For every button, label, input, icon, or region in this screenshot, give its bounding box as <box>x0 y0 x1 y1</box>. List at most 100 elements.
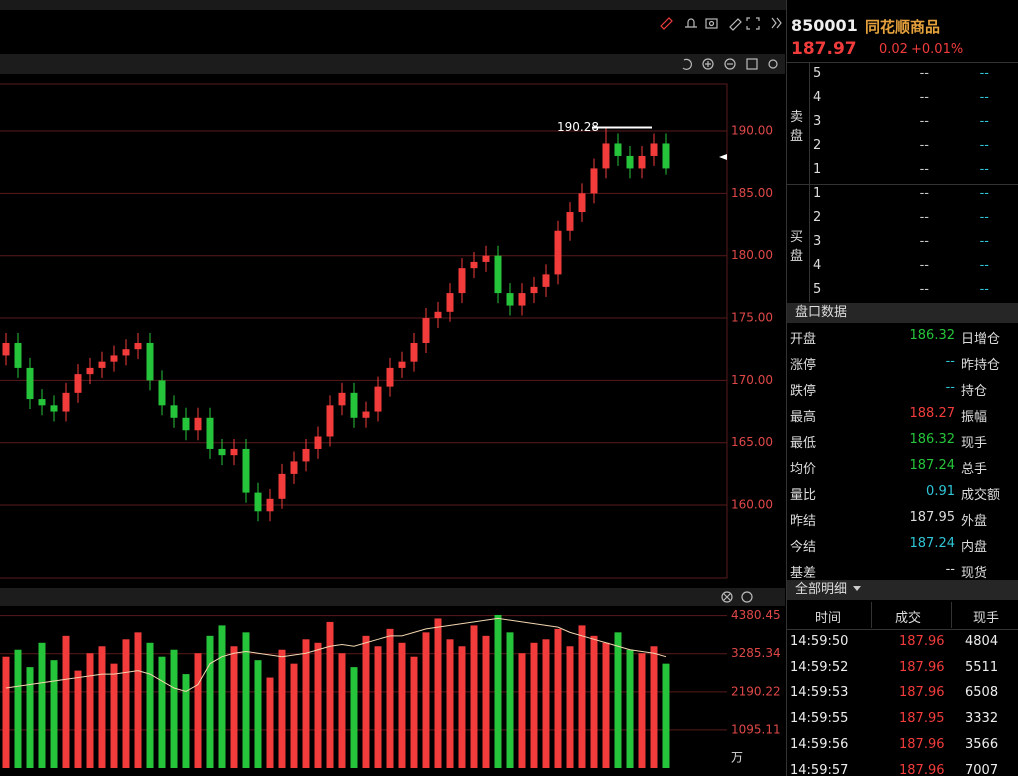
volume-bar <box>158 656 166 768</box>
candle-body <box>362 411 370 418</box>
volume-bar <box>134 632 142 768</box>
divider <box>787 62 1018 63</box>
volume-bar <box>182 674 190 768</box>
volume-bar <box>206 635 214 768</box>
volume-bar <box>530 642 538 768</box>
candle-body <box>14 342 22 368</box>
stat-label2: 总手 <box>961 462 988 477</box>
candle-body <box>566 212 574 231</box>
volume-bar <box>470 625 478 768</box>
stat-label: 最低 <box>790 436 817 451</box>
book-price: -- <box>919 282 929 297</box>
trade-time: 14:59:50 <box>790 634 849 649</box>
volume-average-line <box>5 617 667 693</box>
candle-body <box>530 286 538 294</box>
volume-bar <box>2 656 10 768</box>
volume-bar <box>254 660 262 768</box>
candle-body <box>410 342 418 362</box>
book-volume: -- <box>979 258 989 273</box>
candle-body <box>494 255 502 294</box>
stat-label: 涨停 <box>790 358 817 373</box>
trade-price: 187.96 <box>899 736 945 752</box>
stat-label2: 持仓 <box>961 384 988 399</box>
stat-value: 187.95 <box>909 510 956 525</box>
candle-body <box>470 261 478 269</box>
last-price-pointer <box>719 154 727 160</box>
candle-body <box>290 461 298 474</box>
level: 4 <box>813 258 822 273</box>
candle-body <box>134 342 142 350</box>
y-tick-label: 1095.11 <box>731 722 781 736</box>
y-tick-label: 185.00 <box>731 186 773 200</box>
candle-body <box>578 193 586 213</box>
quote-code: 850001 <box>791 16 858 35</box>
column-header: 现手 <box>973 611 1000 626</box>
trade-volume: 4804 <box>965 634 999 649</box>
candle-body <box>242 448 250 493</box>
book-volume: -- <box>979 138 989 153</box>
candle-body <box>86 367 94 375</box>
divider <box>871 602 872 628</box>
volume-bar <box>14 649 22 768</box>
candle-body <box>446 293 454 312</box>
level: 3 <box>813 114 822 129</box>
volume-bar <box>74 670 82 768</box>
trade-price: 187.96 <box>899 659 945 675</box>
trade-volume: 3566 <box>965 736 999 752</box>
divider <box>809 62 810 302</box>
trade-price: 187.96 <box>899 762 945 776</box>
candle-body <box>482 255 490 262</box>
volume-bar <box>482 635 490 768</box>
y-tick-label: 4380.45 <box>731 608 781 622</box>
candle-body <box>662 143 670 169</box>
stat-label2: 内盘 <box>961 540 988 555</box>
volume-bar <box>350 667 358 768</box>
stat-value: -- <box>945 354 955 369</box>
volume-bar <box>626 649 634 768</box>
trade-time: 14:59:53 <box>790 685 849 701</box>
stat-label2: 成交额 <box>961 488 1001 503</box>
volume-bar <box>290 663 298 768</box>
candle-body <box>350 392 358 418</box>
book-price: -- <box>919 114 929 129</box>
trade-price: 187.95 <box>899 711 945 727</box>
candle-body <box>590 168 598 194</box>
candle-body <box>218 448 226 456</box>
volume-bar <box>278 649 286 768</box>
y-tick-label: 3285.34 <box>731 646 781 660</box>
volume-bar <box>386 628 394 768</box>
candle-body <box>158 380 166 406</box>
volume-header-bar <box>0 588 785 606</box>
stat-label: 今结 <box>790 540 817 555</box>
volume-bar <box>110 663 118 768</box>
book-price: -- <box>919 258 929 273</box>
candle-body <box>74 374 82 393</box>
y-tick-label: 175.00 <box>731 311 773 325</box>
y-unit: 万 <box>731 751 743 765</box>
level: 1 <box>813 186 822 201</box>
dropdown-arrow[interactable] <box>853 586 861 591</box>
candle-body <box>170 405 178 418</box>
level: 5 <box>813 66 822 81</box>
level: 4 <box>813 90 822 105</box>
trade-price: 187.96 <box>899 685 945 701</box>
stat-label: 基差 <box>790 566 817 581</box>
candle-body <box>122 349 130 356</box>
book-volume: -- <box>979 282 989 297</box>
toolbar-icons[interactable] <box>660 17 782 603</box>
y-tick-label: 2190.22 <box>731 684 781 698</box>
column-header: 成交 <box>895 611 922 626</box>
section-bar[interactable]: 全部明细 <box>787 580 1018 600</box>
volume-bar <box>194 653 202 768</box>
level: 1 <box>813 162 822 177</box>
candle-body <box>314 436 322 449</box>
trade-time: 14:59:55 <box>790 711 849 727</box>
book-price: -- <box>919 162 929 177</box>
volume-bar <box>122 639 130 768</box>
stat-value: 187.24 <box>909 536 956 551</box>
volume-bar <box>302 639 310 768</box>
volume-bar <box>494 614 502 768</box>
book-price: -- <box>919 90 929 105</box>
divider <box>951 602 952 628</box>
candle-body <box>650 143 658 156</box>
